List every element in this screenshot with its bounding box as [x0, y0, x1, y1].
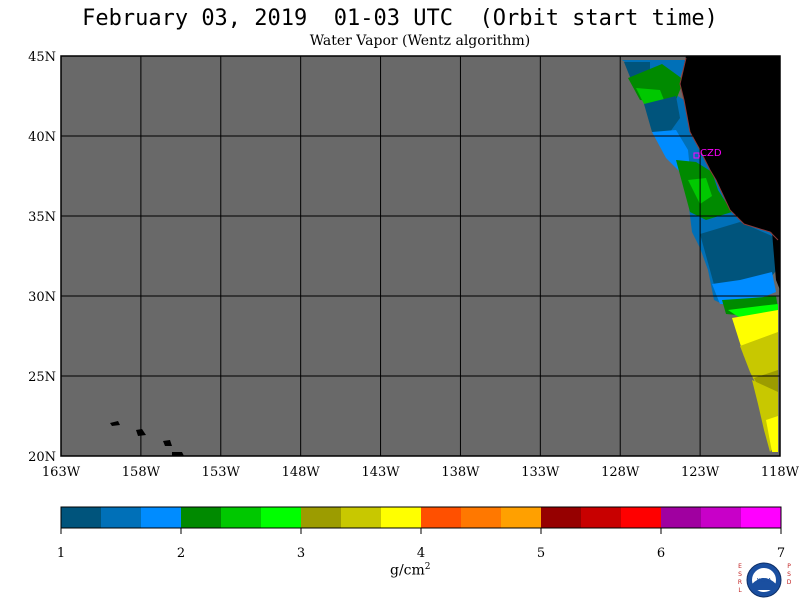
colorbar-swatch [101, 507, 142, 528]
map-border [60, 55, 781, 457]
colorbar-swatch [621, 507, 662, 528]
station-label: CZD [700, 148, 722, 159]
colorbar-swatch [141, 507, 182, 528]
longitude-label: 123W [681, 465, 720, 480]
grid-lines [61, 56, 780, 456]
unit-text: g/cm [390, 562, 425, 579]
colorbar-swatch [461, 507, 502, 528]
colorbar-swatch [181, 507, 222, 528]
longitude-label: 118W [761, 465, 800, 480]
chart-subtitle: Water Vapor (Wentz algorithm) [309, 33, 531, 49]
latitude-label: 45N [28, 50, 56, 65]
longitude-label: 138W [441, 465, 480, 480]
colorbar-swatch [261, 507, 302, 528]
chart-title: February 03, 2019 01-03 UTC (Orbit start… [82, 6, 718, 31]
latitude-label: 35N [28, 210, 56, 225]
colorbar-swatch [61, 507, 102, 528]
colorbar-swatch [661, 507, 702, 528]
colorbar-tick-label: 7 [777, 546, 785, 561]
colorbar-swatch [381, 507, 422, 528]
colorbar-unit: g/cm2 [390, 562, 431, 579]
station-marker [693, 152, 700, 159]
coastline [679, 57, 779, 241]
colorbar-tick-label: 6 [657, 546, 665, 561]
colorbar-swatch [501, 507, 542, 528]
longitude-label: 133W [521, 465, 560, 480]
colorbar-swatch [701, 507, 742, 528]
colorbar-tick-label: 1 [57, 546, 65, 561]
colorbar-swatch [341, 507, 382, 528]
longitude-labels: 163W 158W 153W 148W 143W 138W 133W 128W 123W 118W [42, 465, 800, 480]
colorbar-swatch [301, 507, 342, 528]
latitude-label: 25N [28, 370, 56, 385]
unit-superscript: 2 [424, 562, 431, 572]
land-mass [680, 56, 780, 236]
latitude-label: 40N [28, 130, 56, 145]
colorbar-swatch [541, 507, 582, 528]
latitude-label: 20N [28, 450, 56, 465]
colorbar-tick-label: 2 [177, 546, 185, 561]
colorbar-tick-label: 3 [297, 546, 305, 561]
colorbar-tick-label: 5 [537, 546, 545, 561]
latitude-labels: 45N 40N 35N 30N 25N 20N [28, 50, 56, 465]
longitude-label: 163W [42, 465, 81, 480]
baja-land [772, 232, 780, 290]
colorbar-swatch [221, 507, 262, 528]
longitude-label: 128W [601, 465, 640, 480]
colorbar-swatch [421, 507, 462, 528]
latitude-label: 30N [28, 290, 56, 305]
longitude-label: 148W [282, 465, 321, 480]
longitude-label: 153W [202, 465, 241, 480]
colorbar-swatch [741, 507, 782, 528]
logo-center-text: NOAA [757, 578, 772, 584]
colorbar-tick-label: 4 [417, 546, 425, 561]
colorbar-swatch [581, 507, 622, 528]
longitude-label: 143W [361, 465, 400, 480]
longitude-label: 158W [122, 465, 161, 480]
